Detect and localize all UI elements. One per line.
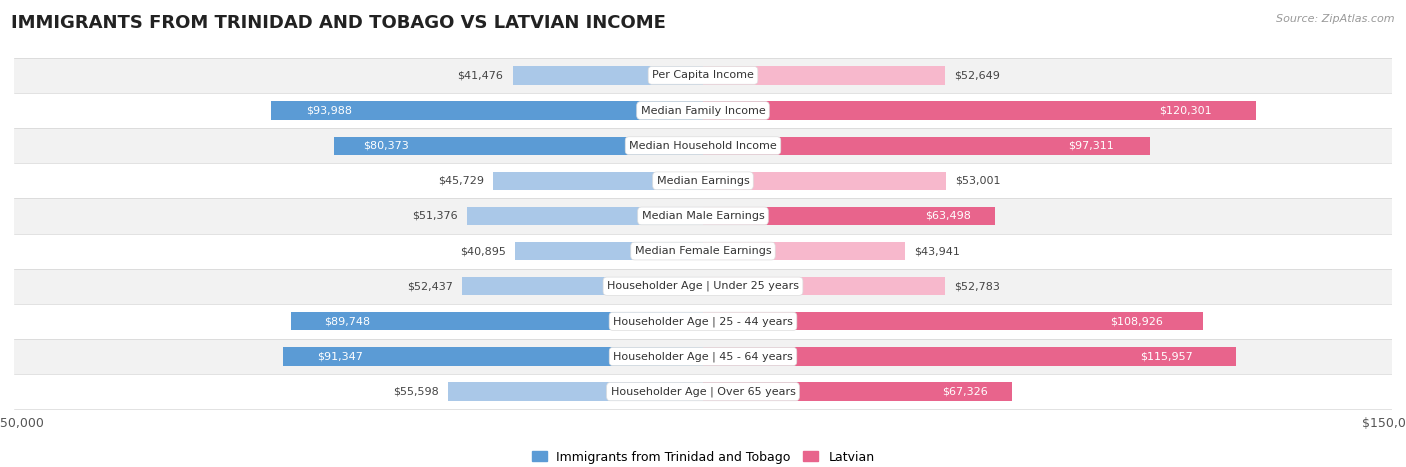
Bar [14,163,1392,198]
Text: $52,437: $52,437 [408,281,453,291]
Bar [284,347,703,366]
Bar [703,172,946,190]
Text: $89,748: $89,748 [323,316,370,326]
Bar [703,136,1150,155]
Text: $55,598: $55,598 [392,387,439,396]
Text: $80,373: $80,373 [363,141,409,151]
Bar [14,58,1392,93]
Text: $115,957: $115,957 [1140,352,1192,361]
Bar [14,198,1392,234]
Bar [14,339,1392,374]
Text: IMMIGRANTS FROM TRINIDAD AND TOBAGO VS LATVIAN INCOME: IMMIGRANTS FROM TRINIDAD AND TOBAGO VS L… [11,14,666,32]
Text: Per Capita Income: Per Capita Income [652,71,754,80]
Text: Median Male Earnings: Median Male Earnings [641,211,765,221]
Bar [271,101,703,120]
Bar [14,269,1392,304]
Bar [14,234,1392,269]
Bar [703,347,1236,366]
Text: $120,301: $120,301 [1159,106,1212,115]
Bar [494,172,703,190]
Text: $51,376: $51,376 [412,211,458,221]
Bar [14,374,1392,409]
Text: $41,476: $41,476 [457,71,503,80]
Bar [513,66,703,85]
Bar [703,101,1256,120]
Text: Median Household Income: Median Household Income [628,141,778,151]
Bar [463,277,703,295]
Text: $53,001: $53,001 [956,176,1001,186]
Text: Median Female Earnings: Median Female Earnings [634,246,772,256]
Bar [333,136,703,155]
Text: $40,895: $40,895 [460,246,506,256]
Bar [703,66,945,85]
Bar [703,277,945,295]
Bar [703,312,1204,331]
Bar [703,207,994,225]
Text: Median Family Income: Median Family Income [641,106,765,115]
Text: $97,311: $97,311 [1069,141,1114,151]
Text: $63,498: $63,498 [925,211,972,221]
Bar [14,304,1392,339]
Bar [14,128,1392,163]
Text: $67,326: $67,326 [942,387,987,396]
Text: $52,783: $52,783 [955,281,1001,291]
Text: Householder Age | Over 65 years: Householder Age | Over 65 years [610,386,796,397]
Text: $43,941: $43,941 [914,246,960,256]
Bar [14,93,1392,128]
Bar [291,312,703,331]
Bar [447,382,703,401]
Text: $93,988: $93,988 [307,106,352,115]
Bar [703,382,1012,401]
Text: $52,649: $52,649 [955,71,1000,80]
Text: Householder Age | Under 25 years: Householder Age | Under 25 years [607,281,799,291]
Bar [703,242,905,260]
Text: $45,729: $45,729 [437,176,484,186]
Legend: Immigrants from Trinidad and Tobago, Latvian: Immigrants from Trinidad and Tobago, Lat… [526,446,880,467]
Text: $108,926: $108,926 [1111,316,1163,326]
Text: $91,347: $91,347 [316,352,363,361]
Bar [467,207,703,225]
Text: Source: ZipAtlas.com: Source: ZipAtlas.com [1277,14,1395,24]
Text: Householder Age | 25 - 44 years: Householder Age | 25 - 44 years [613,316,793,326]
Bar [515,242,703,260]
Text: Householder Age | 45 - 64 years: Householder Age | 45 - 64 years [613,351,793,362]
Text: Median Earnings: Median Earnings [657,176,749,186]
